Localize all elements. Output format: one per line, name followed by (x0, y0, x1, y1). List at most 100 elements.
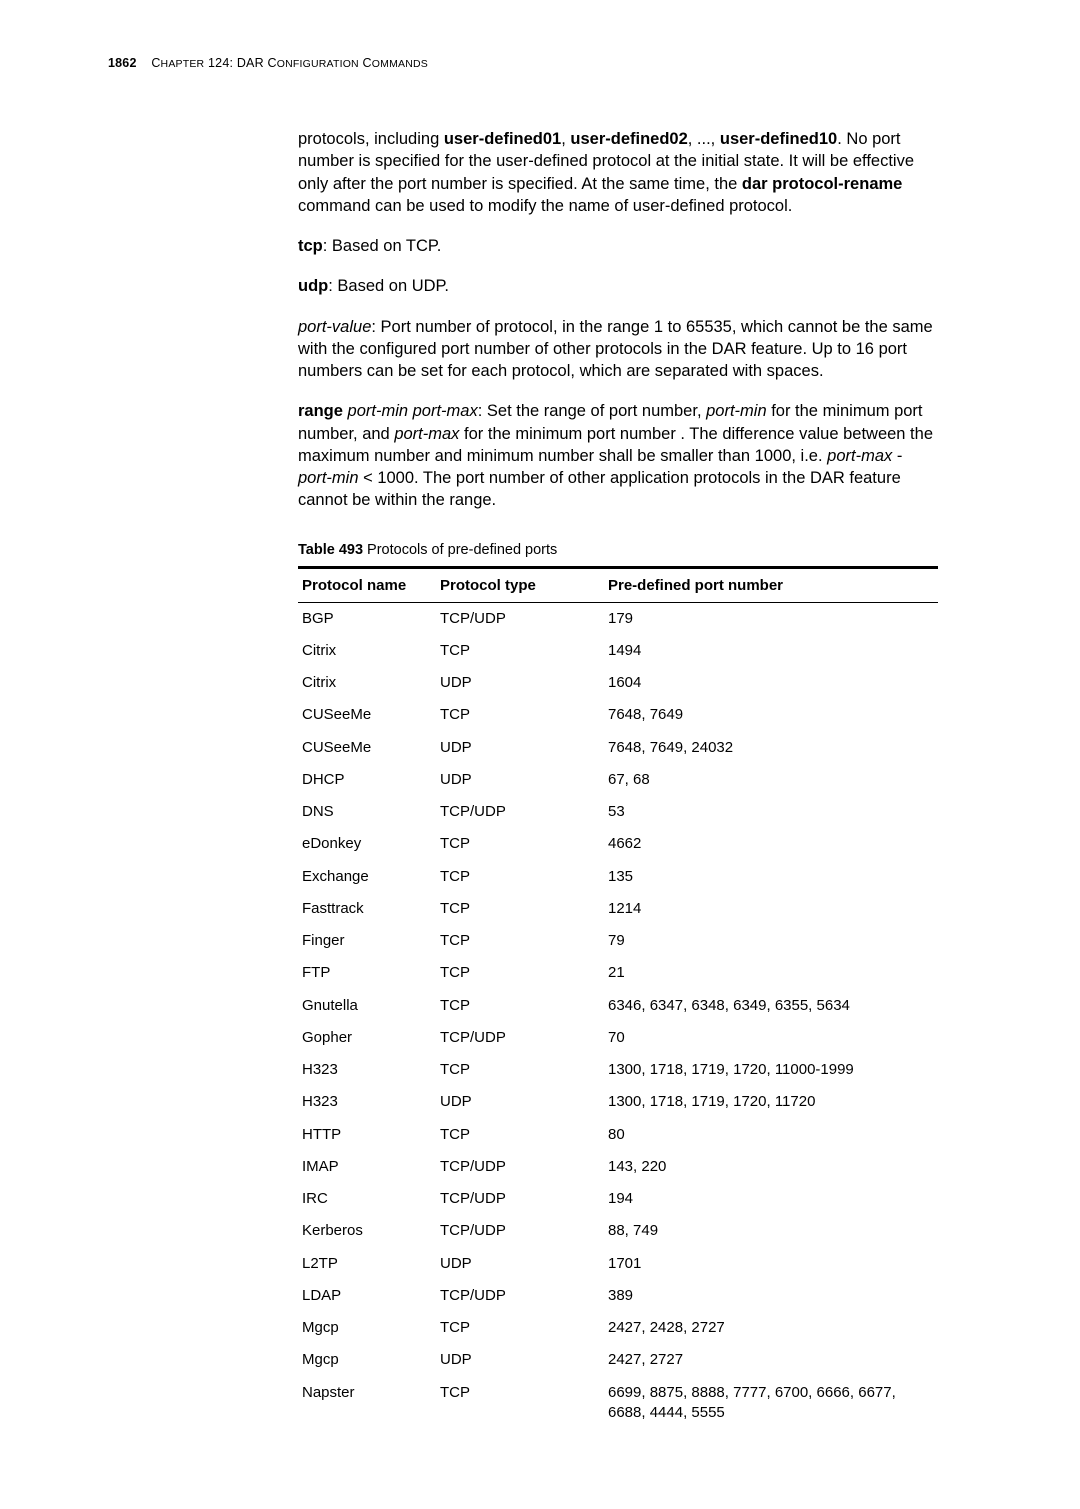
page: 1862 CHAPTER 124: DAR CONFIGURATION COMM… (0, 0, 1080, 1509)
table-cell: 389 (604, 1280, 938, 1312)
protocols-table: Protocol name Protocol type Pre-defined … (298, 566, 938, 1430)
table-row: FTPTCP21 (298, 957, 938, 989)
table-cell: TCP/UDP (436, 1022, 604, 1054)
table-cell: TCP (436, 925, 604, 957)
table-row: CitrixTCP1494 (298, 635, 938, 667)
table-cell: Kerberos (298, 1215, 436, 1247)
table-cell: Citrix (298, 667, 436, 699)
page-header: 1862 CHAPTER 124: DAR CONFIGURATION COMM… (108, 56, 972, 70)
table-cell: TCP (436, 1054, 604, 1086)
table-row: IMAPTCP/UDP143, 220 (298, 1151, 938, 1183)
col-protocol-type: Protocol type (436, 567, 604, 602)
table-row: MgcpUDP2427, 2727 (298, 1344, 938, 1376)
table-cell: 2427, 2727 (604, 1344, 938, 1376)
table-row: KerberosTCP/UDP88, 749 (298, 1215, 938, 1247)
table-cell: 6346, 6347, 6348, 6349, 6355, 5634 (604, 990, 938, 1022)
table-cell: Gopher (298, 1022, 436, 1054)
table-row: H323TCP1300, 1718, 1719, 1720, 11000-199… (298, 1054, 938, 1086)
table-cell: IRC (298, 1183, 436, 1215)
table-cell: 7648, 7649 (604, 699, 938, 731)
table-cell: UDP (436, 667, 604, 699)
table-cell: 1214 (604, 893, 938, 925)
table-cell: TCP/UDP (436, 602, 604, 635)
table-cell: TCP (436, 828, 604, 860)
table-cell: TCP (436, 1312, 604, 1344)
table-cell: TCP/UDP (436, 1215, 604, 1247)
table-cell: IMAP (298, 1151, 436, 1183)
table-cell: Exchange (298, 861, 436, 893)
table-row: LDAPTCP/UDP389 (298, 1280, 938, 1312)
table-cell: DNS (298, 796, 436, 828)
table-cell: 143, 220 (604, 1151, 938, 1183)
table-cell: Napster (298, 1377, 436, 1430)
col-protocol-name: Protocol name (298, 567, 436, 602)
paragraph-tcp: tcp: Based on TCP. (298, 235, 938, 257)
table-cell: TCP (436, 957, 604, 989)
main-content: protocols, including user-defined01, use… (298, 128, 938, 1429)
table-cell: TCP/UDP (436, 1183, 604, 1215)
table-row: L2TPUDP1701 (298, 1248, 938, 1280)
table-cell: TCP (436, 893, 604, 925)
table-cell: 1604 (604, 667, 938, 699)
table-row: H323UDP1300, 1718, 1719, 1720, 11720 (298, 1086, 938, 1118)
table-cell: FTP (298, 957, 436, 989)
table-row: DNSTCP/UDP53 (298, 796, 938, 828)
table-row: DHCPUDP67, 68 (298, 764, 938, 796)
col-port-number: Pre-defined port number (604, 567, 938, 602)
table-cell: DHCP (298, 764, 436, 796)
table-cell: 88, 749 (604, 1215, 938, 1247)
table-caption: Table 493 Protocols of pre-defined ports (298, 542, 938, 558)
table-cell: L2TP (298, 1248, 436, 1280)
table-cell: Citrix (298, 635, 436, 667)
table-row: eDonkeyTCP4662 (298, 828, 938, 860)
table-row: FasttrackTCP1214 (298, 893, 938, 925)
table-cell: 79 (604, 925, 938, 957)
paragraph-range: range port-min port-max: Set the range o… (298, 400, 938, 511)
page-number: 1862 (108, 56, 137, 70)
table-row: GnutellaTCP6346, 6347, 6348, 6349, 6355,… (298, 990, 938, 1022)
table-cell: 80 (604, 1119, 938, 1151)
table-cell: TCP (436, 1377, 604, 1430)
table-cell: 1300, 1718, 1719, 1720, 11720 (604, 1086, 938, 1118)
table-cell: UDP (436, 1086, 604, 1118)
table-row: HTTPTCP80 (298, 1119, 938, 1151)
table-cell: CUSeeMe (298, 699, 436, 731)
chapter-label: CHAPTER 124: DAR CONFIGURATION COMMANDS (151, 56, 428, 70)
table-cell: 1494 (604, 635, 938, 667)
table-cell: TCP/UDP (436, 1280, 604, 1312)
table-cell: 2427, 2428, 2727 (604, 1312, 938, 1344)
table-cell: TCP/UDP (436, 796, 604, 828)
table-cell: TCP (436, 861, 604, 893)
table-cell: UDP (436, 1344, 604, 1376)
table-cell: Finger (298, 925, 436, 957)
table-cell: 53 (604, 796, 938, 828)
table-row: MgcpTCP2427, 2428, 2727 (298, 1312, 938, 1344)
table-cell: 1701 (604, 1248, 938, 1280)
table-cell: TCP/UDP (436, 1151, 604, 1183)
paragraph-protocols: protocols, including user-defined01, use… (298, 128, 938, 217)
table-cell: UDP (436, 1248, 604, 1280)
paragraph-port-value: port-value: Port number of protocol, in … (298, 316, 938, 383)
table-cell: Gnutella (298, 990, 436, 1022)
table-cell: BGP (298, 602, 436, 635)
table-row: CitrixUDP1604 (298, 667, 938, 699)
table-cell: 179 (604, 602, 938, 635)
table-cell: 6699, 8875, 8888, 7777, 6700, 6666, 6677… (604, 1377, 938, 1430)
table-cell: UDP (436, 764, 604, 796)
table-cell: 4662 (604, 828, 938, 860)
table-header-row: Protocol name Protocol type Pre-defined … (298, 567, 938, 602)
table-cell: 194 (604, 1183, 938, 1215)
table-cell: TCP (436, 990, 604, 1022)
table-cell: H323 (298, 1054, 436, 1086)
table-row: IRCTCP/UDP194 (298, 1183, 938, 1215)
table-body: BGPTCP/UDP179CitrixTCP1494CitrixUDP1604C… (298, 602, 938, 1429)
table-cell: 21 (604, 957, 938, 989)
table-cell: Fasttrack (298, 893, 436, 925)
table-cell: 135 (604, 861, 938, 893)
table-row: CUSeeMeUDP7648, 7649, 24032 (298, 732, 938, 764)
table-cell: Mgcp (298, 1344, 436, 1376)
table-row: BGPTCP/UDP179 (298, 602, 938, 635)
table-cell: TCP (436, 699, 604, 731)
table-cell: UDP (436, 732, 604, 764)
table-cell: 7648, 7649, 24032 (604, 732, 938, 764)
